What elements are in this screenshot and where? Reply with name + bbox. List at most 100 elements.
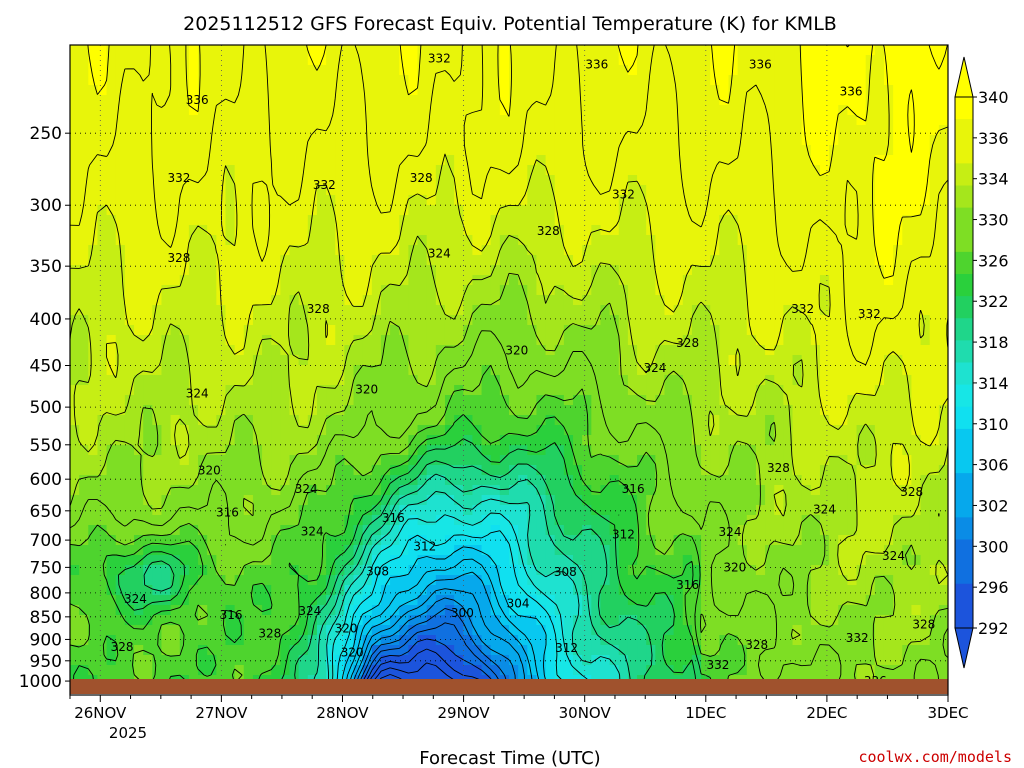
field-cell (344, 285, 355, 296)
field-cell (326, 415, 336, 426)
field-cell (710, 415, 720, 426)
field-cell (289, 435, 300, 446)
field-cell (829, 335, 839, 346)
field-cell (426, 355, 437, 366)
field-cell (600, 215, 611, 226)
field-cell (554, 255, 565, 266)
field-cell (829, 65, 839, 76)
field-cell (435, 465, 446, 476)
field-cell (691, 195, 702, 206)
field-cell (161, 315, 172, 326)
field-cell (252, 145, 263, 156)
field-cell (399, 285, 409, 296)
field-cell (225, 555, 236, 566)
field-cell (499, 325, 510, 336)
field-cell (865, 245, 876, 256)
field-cell (774, 465, 784, 476)
field-cell (765, 45, 775, 56)
field-cell (161, 425, 172, 436)
field-cell (728, 105, 739, 116)
field-cell (499, 125, 510, 136)
field-cell (417, 185, 428, 196)
field-cell (582, 475, 592, 486)
field-cell (554, 295, 565, 306)
field-cell (225, 65, 236, 76)
field-cell (627, 495, 638, 506)
field-cell (454, 555, 464, 566)
field-cell (481, 505, 492, 516)
field-cell (298, 545, 309, 556)
field-cell (289, 315, 300, 326)
field-cell (728, 375, 739, 386)
field-cell (591, 365, 602, 376)
field-cell (161, 85, 172, 96)
field-cell (893, 555, 903, 566)
field-cell (463, 305, 474, 316)
field-cell (88, 185, 99, 196)
field-cell (874, 425, 885, 436)
field-cell (618, 155, 629, 166)
field-cell (682, 265, 693, 276)
field-cell (408, 395, 419, 406)
field-cell (463, 215, 474, 226)
field-cell (938, 525, 948, 536)
field-cell (591, 135, 602, 146)
field-cell (79, 335, 89, 346)
field-cell (207, 145, 217, 156)
field-cell (124, 305, 135, 316)
field-cell (444, 95, 455, 106)
field-cell (536, 65, 547, 76)
field-cell (573, 525, 583, 536)
field-cell (124, 375, 135, 386)
field-cell (627, 505, 638, 516)
field-cell (536, 455, 547, 466)
field-cell (664, 275, 675, 286)
field-cell (883, 535, 894, 546)
field-cell (143, 205, 153, 216)
field-cell (79, 145, 89, 156)
field-cell (637, 335, 647, 346)
field-cell (353, 285, 364, 296)
field-cell (618, 145, 629, 156)
field-cell (97, 475, 108, 486)
field-cell (252, 85, 263, 96)
field-cell (463, 365, 474, 376)
field-cell (865, 205, 876, 216)
field-cell (188, 315, 199, 326)
field-cell (554, 305, 565, 316)
field-cell (819, 315, 830, 326)
field-cell (819, 95, 830, 106)
field-cell (627, 75, 638, 86)
field-cell (198, 55, 208, 66)
field-cell (399, 85, 409, 96)
field-cell (70, 265, 80, 276)
field-cell (655, 375, 666, 386)
field-cell (115, 165, 126, 176)
field-cell (326, 355, 336, 366)
field-cell (143, 65, 153, 76)
field-cell (234, 305, 245, 316)
field-cell (198, 105, 208, 116)
field-cell (143, 225, 153, 236)
field-cell (746, 435, 757, 446)
field-cell (728, 335, 739, 346)
field-cell (883, 325, 894, 336)
field-cell (481, 555, 492, 566)
field-cell (234, 535, 245, 546)
field-cell (152, 335, 163, 346)
field-cell (929, 525, 940, 536)
field-cell (655, 325, 666, 336)
field-cell (682, 65, 693, 76)
field-cell (134, 85, 144, 96)
field-cell (582, 205, 592, 216)
field-cell (70, 405, 80, 416)
field-cell (435, 505, 446, 516)
field-cell (920, 255, 931, 266)
field-cell (490, 505, 501, 516)
field-cell (353, 55, 364, 66)
field-cell (883, 365, 894, 376)
field-cell (234, 515, 245, 526)
field-cell (545, 75, 556, 86)
field-cell (79, 565, 89, 576)
field-cell (646, 495, 656, 506)
